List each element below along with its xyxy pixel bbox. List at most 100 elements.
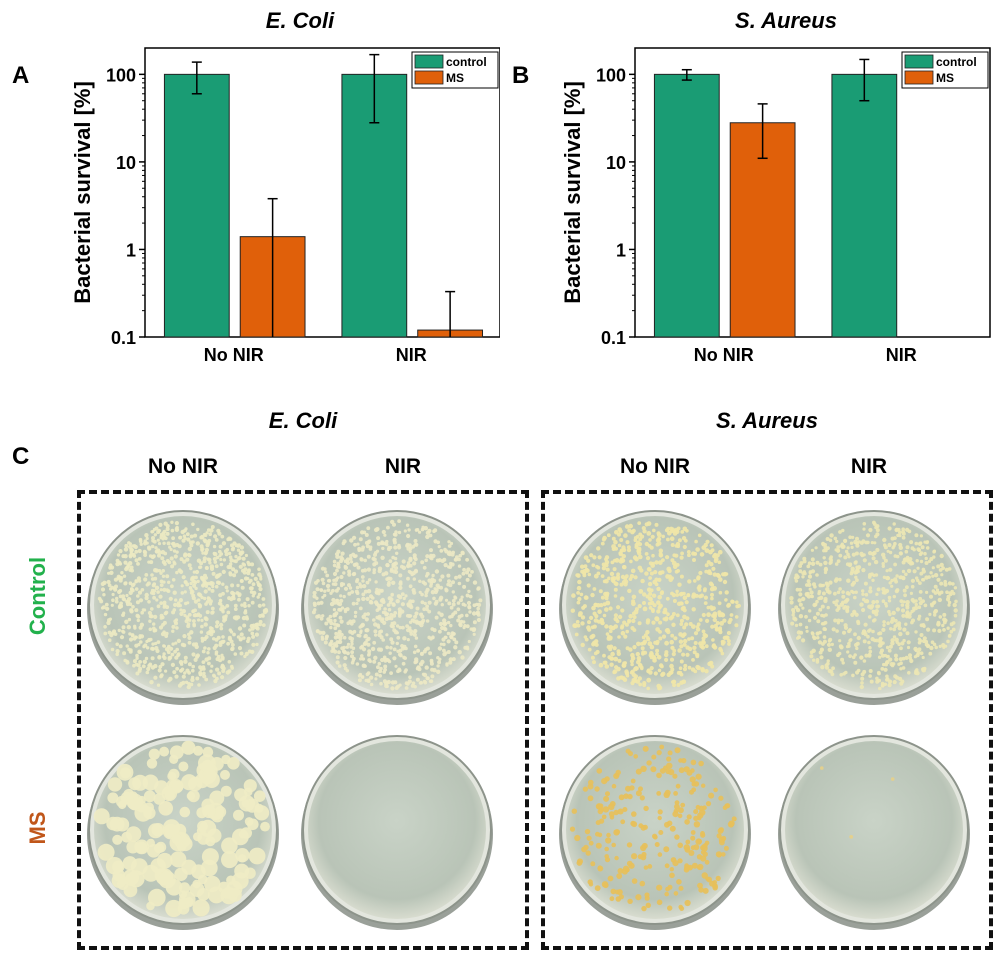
colony [807, 561, 812, 566]
colony [627, 793, 633, 800]
colony [144, 533, 149, 538]
colony [130, 548, 134, 552]
colony [146, 646, 150, 650]
colony [142, 659, 147, 664]
colony [841, 594, 846, 599]
colony [657, 815, 662, 821]
colony [656, 609, 661, 614]
colony [575, 573, 580, 577]
colony [870, 541, 874, 545]
colony [885, 575, 890, 581]
colony [174, 618, 179, 622]
colony [682, 625, 687, 630]
colony [818, 562, 823, 567]
colony [381, 610, 386, 615]
colony [855, 565, 859, 569]
colony [816, 636, 820, 640]
colony [679, 672, 684, 677]
colony [121, 625, 126, 630]
legend-swatch [414, 54, 444, 69]
colony [589, 615, 594, 621]
colony [907, 671, 911, 675]
colony [412, 577, 416, 581]
col-head-ecoli-no-nir: No NIR [148, 455, 218, 478]
colony [836, 590, 841, 595]
colony [197, 604, 202, 609]
colony [862, 639, 867, 644]
colony [366, 589, 372, 594]
colony [193, 599, 198, 604]
colony [365, 672, 370, 677]
colony [657, 560, 663, 565]
colony [659, 768, 666, 774]
colony [425, 554, 430, 559]
colony [350, 654, 354, 659]
colony [220, 534, 225, 539]
colony [632, 645, 637, 650]
colony [618, 894, 625, 900]
colony [446, 631, 451, 636]
colony [214, 538, 219, 542]
colony [683, 844, 690, 851]
colony [673, 636, 678, 641]
colony [592, 660, 596, 665]
colony [437, 646, 443, 651]
colony [867, 562, 872, 566]
colony [892, 594, 896, 599]
colony [227, 660, 232, 664]
colony [472, 632, 476, 637]
colony [898, 631, 903, 637]
colony [186, 537, 191, 542]
colony [408, 584, 413, 589]
colony [734, 623, 739, 628]
colony [578, 611, 583, 616]
colony [855, 536, 859, 541]
colony [320, 637, 325, 641]
colony [128, 637, 134, 642]
colony [884, 604, 889, 608]
colony [429, 548, 433, 553]
colony [202, 579, 207, 584]
colony [681, 679, 687, 685]
colony [238, 854, 247, 863]
colony [341, 582, 346, 586]
colony [790, 621, 795, 626]
colony [447, 540, 451, 544]
colony [843, 538, 848, 544]
colony [168, 545, 172, 549]
colony [105, 606, 110, 611]
colony [261, 614, 265, 618]
colony [656, 750, 662, 756]
colony [205, 610, 210, 615]
colony [654, 616, 660, 621]
colony [656, 791, 662, 796]
colony [251, 642, 256, 647]
colony [687, 579, 692, 584]
colony [135, 656, 139, 660]
colony [854, 551, 859, 556]
colony [400, 564, 404, 569]
colony [446, 650, 451, 654]
colony [408, 546, 413, 551]
colony [381, 546, 385, 551]
colony [925, 540, 930, 544]
colony [219, 557, 223, 562]
colony [607, 576, 611, 581]
colony [112, 834, 123, 845]
colony [845, 562, 850, 567]
colony [369, 675, 374, 680]
colony [182, 559, 187, 564]
colony [224, 614, 228, 618]
colony [863, 581, 868, 586]
colony [311, 610, 316, 615]
colony [827, 590, 832, 595]
colony [212, 551, 216, 556]
colony [194, 575, 198, 580]
colony [165, 574, 170, 579]
colony [917, 541, 923, 547]
colony [163, 611, 168, 616]
colony [892, 627, 897, 632]
colony [209, 564, 215, 569]
colony [684, 899, 691, 907]
